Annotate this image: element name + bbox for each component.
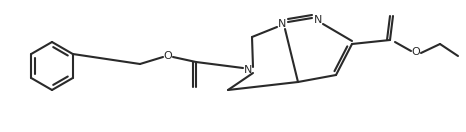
Text: O: O bbox=[164, 51, 172, 61]
Text: N: N bbox=[244, 65, 252, 75]
Text: O: O bbox=[411, 47, 420, 57]
Text: N: N bbox=[314, 15, 322, 25]
Text: N: N bbox=[278, 19, 286, 29]
